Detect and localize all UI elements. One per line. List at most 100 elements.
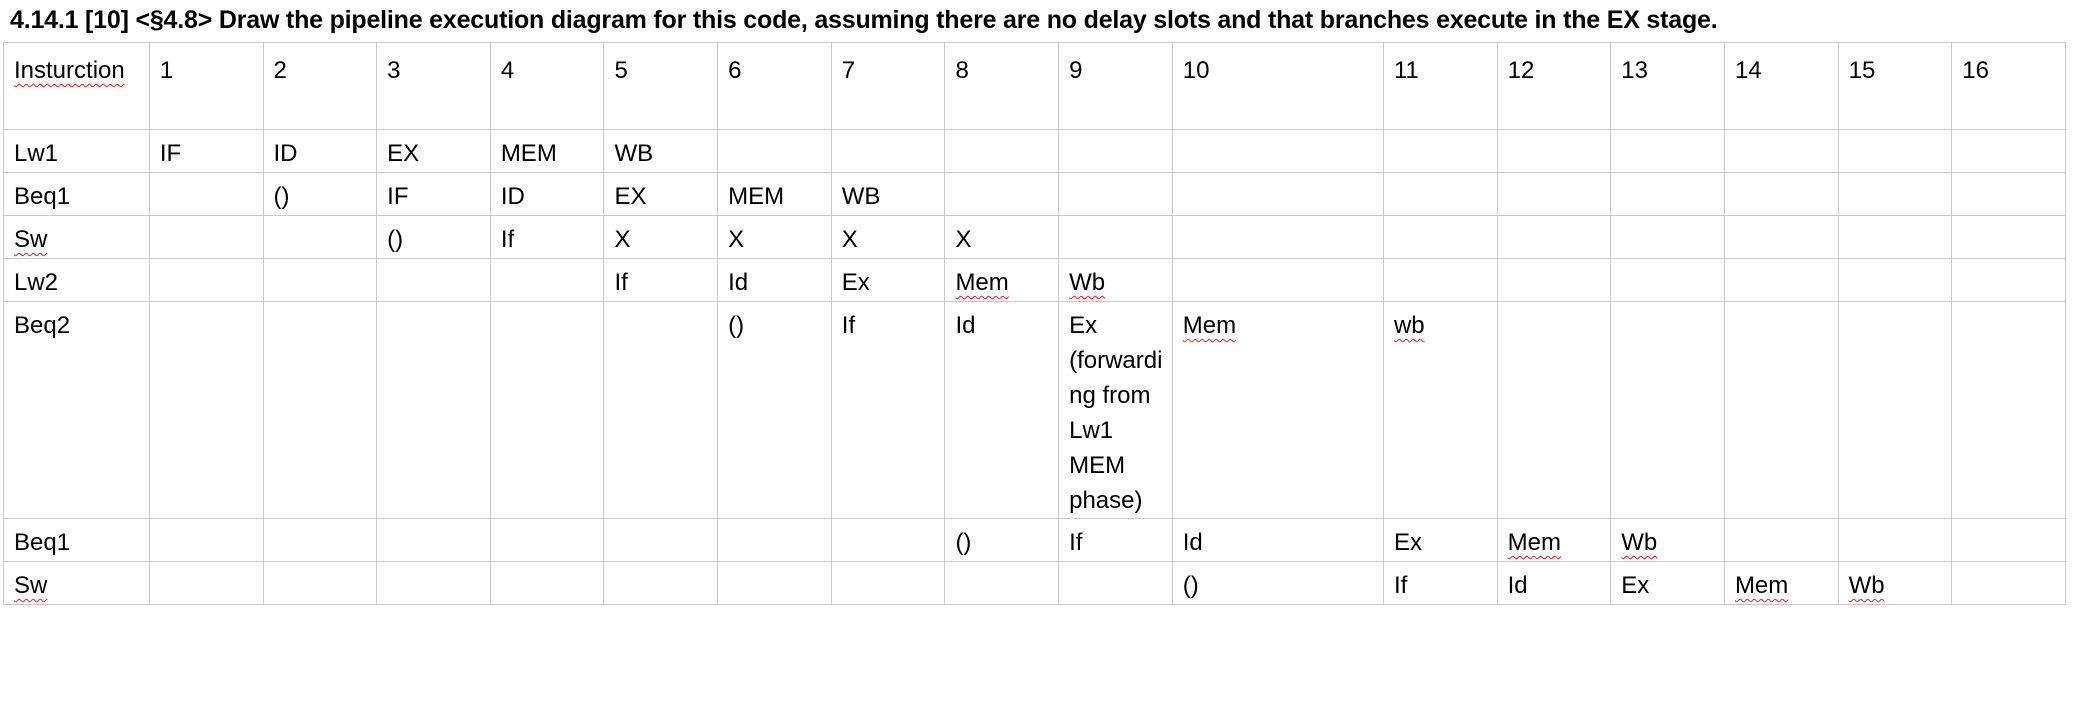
stage-cell-text: Wb xyxy=(1848,572,1885,599)
stage-cell xyxy=(148,518,264,562)
instruction-cell: Lw2 xyxy=(3,258,150,302)
stage-cell-text: Ex xyxy=(1621,572,1650,599)
stage-cell xyxy=(489,301,605,519)
stage-cell xyxy=(1951,258,2066,302)
table-row: Beq1 () IF ID EX MEM WB xyxy=(3,172,2066,216)
stage-cell-text: MEM xyxy=(500,140,557,167)
stage-cell-text: () xyxy=(387,226,404,253)
instruction-cell: Lw1 xyxy=(3,129,150,173)
stage-cell xyxy=(1382,129,1498,173)
stage-cell xyxy=(1382,258,1498,302)
stage-cell: Mem xyxy=(1723,561,1839,605)
stage-cell xyxy=(1723,258,1839,302)
stage-cell: WB xyxy=(830,172,946,216)
stage-cell xyxy=(1723,518,1839,562)
stage-cell-text: () xyxy=(955,529,972,556)
stage-cell-text: WB xyxy=(841,183,881,210)
header-cell-cycle-3-text: 3 xyxy=(387,57,401,84)
stage-cell-text: Ex xyxy=(1393,529,1422,556)
stage-cell xyxy=(148,561,264,605)
stage-cell-text: Id xyxy=(1182,529,1203,556)
header-cell-cycle-6: 6 xyxy=(717,42,832,130)
stage-cell-text: EX xyxy=(614,183,647,210)
header-cell-cycle-6-text: 6 xyxy=(728,57,742,84)
header-cell-cycle-15-text: 15 xyxy=(1848,57,1876,84)
stage-cell-text: Id xyxy=(955,312,976,339)
stage-cell: X xyxy=(603,215,719,259)
header-cell-cycle-13: 13 xyxy=(1610,42,1725,130)
stage-cell-text: If xyxy=(614,269,628,296)
stage-cell xyxy=(148,258,264,302)
stage-cell xyxy=(1058,561,1173,605)
instruction-cell: Sw xyxy=(3,561,150,605)
stage-cell-text: () xyxy=(273,183,290,210)
stage-cell xyxy=(148,215,264,259)
stage-cell: Ex (forwarding from Lw1 MEM phase) xyxy=(1058,301,1173,519)
header-cell-cycle-15: 15 xyxy=(1837,42,1953,130)
stage-cell xyxy=(1723,301,1839,519)
stage-cell-text: MEM xyxy=(728,183,785,210)
header-cell-cycle-2: 2 xyxy=(262,42,378,130)
instruction-cell-text: Lw1 xyxy=(14,140,59,167)
stage-cell xyxy=(1951,561,2066,605)
instruction-cell-text: Sw xyxy=(14,572,48,599)
header-cell-cycle-4: 4 xyxy=(489,42,605,130)
stage-cell: EX xyxy=(603,172,719,216)
stage-cell-text: X xyxy=(955,226,972,253)
stage-cell xyxy=(603,301,719,519)
header-cell-cycle-1-text: 1 xyxy=(159,57,174,84)
stage-cell-text: Mem xyxy=(1734,572,1789,599)
stage-cell xyxy=(1610,301,1725,519)
stage-cell xyxy=(262,301,378,519)
stage-cell xyxy=(262,561,378,605)
stage-cell-text: WB xyxy=(614,140,654,167)
stage-cell xyxy=(1496,301,1612,519)
stage-cell-text: Id xyxy=(728,269,749,296)
stage-cell xyxy=(944,172,1060,216)
stage-cell-text: X xyxy=(614,226,631,253)
stage-cell-text: ID xyxy=(273,140,298,167)
stage-cell: ID xyxy=(262,129,378,173)
header-cell-cycle-16: 16 xyxy=(1951,42,2066,130)
stage-cell-text: If xyxy=(1393,572,1408,599)
stage-cell-text: X xyxy=(728,226,745,253)
stage-cell: () xyxy=(1171,561,1384,605)
stage-cell xyxy=(489,561,605,605)
header-cell-cycle-8: 8 xyxy=(944,42,1060,130)
stage-cell: X xyxy=(944,215,1060,259)
stage-cell xyxy=(489,258,605,302)
stage-cell xyxy=(376,518,491,562)
stage-cell: Ex xyxy=(1610,561,1725,605)
stage-cell xyxy=(1723,172,1839,216)
stage-cell xyxy=(603,561,719,605)
stage-cell: If xyxy=(1382,561,1498,605)
stage-cell-text: EX xyxy=(387,140,420,167)
stage-cell-text: Wb xyxy=(1621,529,1658,556)
stage-cell: () xyxy=(944,518,1060,562)
stage-cell-text: IF xyxy=(387,183,409,210)
stage-cell: Mem xyxy=(1171,301,1384,519)
stage-cell: Wb xyxy=(1837,561,1953,605)
stage-cell xyxy=(1837,258,1953,302)
header-cell-cycle-2-text: 2 xyxy=(273,57,287,84)
header-cell-cycle-3: 3 xyxy=(376,42,491,130)
stage-cell-text: Mem xyxy=(955,269,1009,296)
stage-cell xyxy=(1171,129,1384,173)
stage-cell-text: () xyxy=(1182,572,1199,599)
instruction-cell: Beq1 xyxy=(3,518,150,562)
stage-cell xyxy=(1496,172,1612,216)
stage-cell xyxy=(1951,301,2066,519)
stage-cell: If xyxy=(830,301,946,519)
instruction-cell-text: Beq2 xyxy=(14,312,71,339)
stage-cell xyxy=(1723,215,1839,259)
stage-cell-text: If xyxy=(500,226,515,253)
stage-cell: Id xyxy=(717,258,832,302)
header-cell-cycle-11: 11 xyxy=(1382,42,1498,130)
stage-cell xyxy=(1951,215,2066,259)
header-cell-cycle-11-text: 11 xyxy=(1393,57,1419,84)
header-cell-instruction-text: Insturction xyxy=(14,57,125,84)
stage-cell xyxy=(830,129,946,173)
stage-cell xyxy=(1496,129,1612,173)
stage-cell: X xyxy=(830,215,946,259)
stage-cell xyxy=(1171,258,1384,302)
